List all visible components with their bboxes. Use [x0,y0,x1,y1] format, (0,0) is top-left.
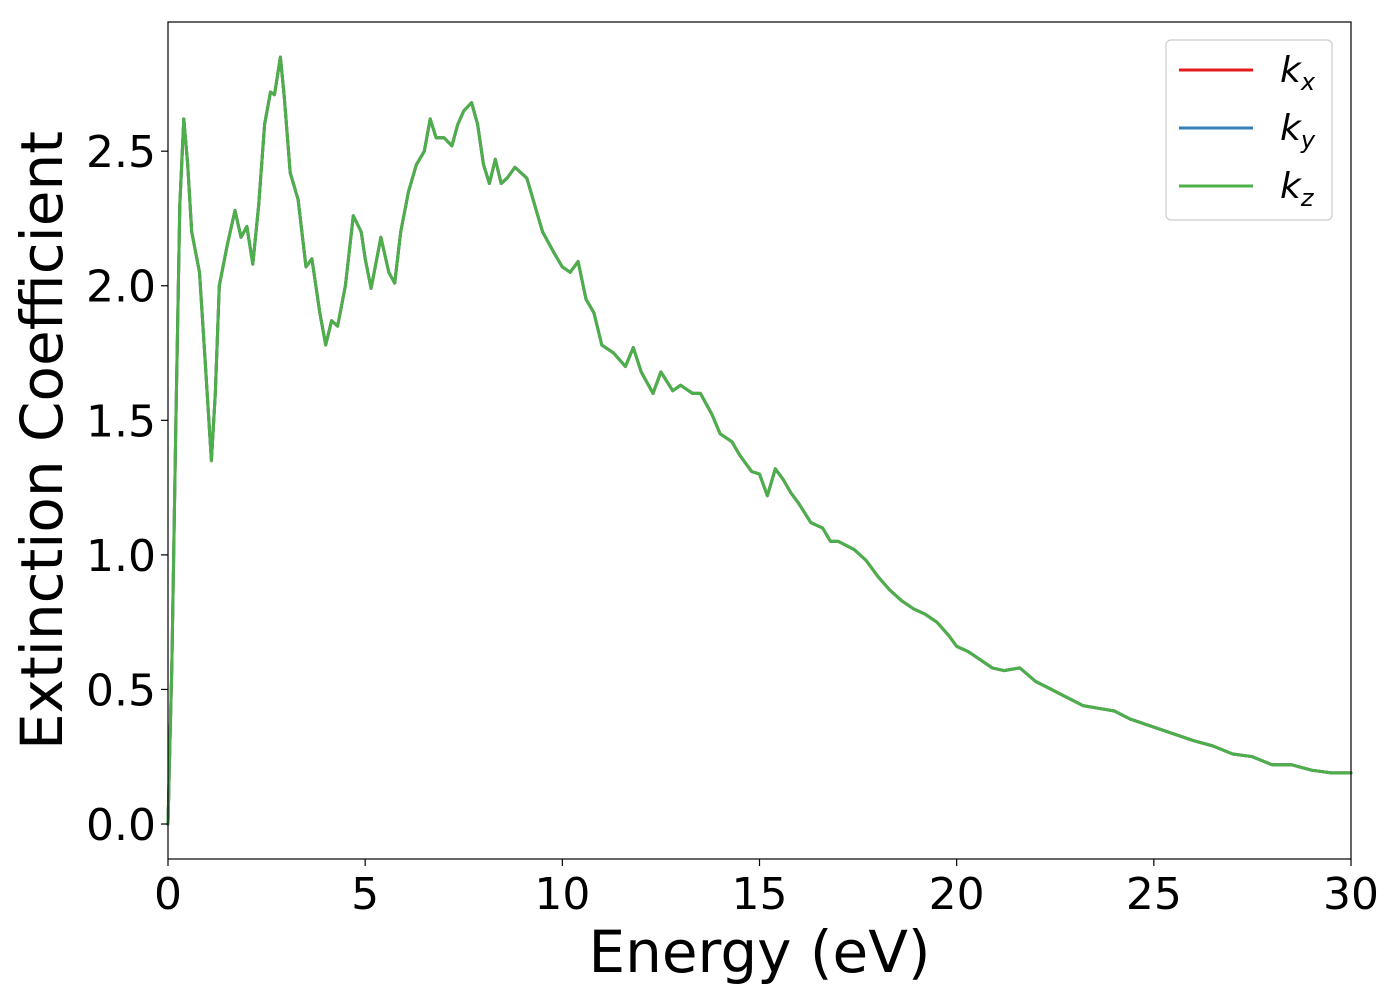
y-tick-label: 1.0 [86,531,156,582]
x-tick-label: 30 [1323,869,1379,920]
y-tick-label: 2.0 [86,262,156,313]
legend-label-ky: ky [1280,108,1316,154]
legend-label-subscript: z [1300,184,1315,212]
y-tick-label: 1.5 [86,396,156,447]
x-tick-label: 20 [929,869,985,920]
legend-label-kz: kz [1280,166,1315,212]
x-axis-title: Energy (eV) [588,918,930,986]
x-axis-ticks: 0 5 10 15 20 25 30 [154,859,1379,920]
x-tick-label: 25 [1126,869,1182,920]
y-tick-label: 2.5 [86,127,156,178]
series-line-kz [166,55,1353,826]
legend-label-subscript: x [1300,68,1316,96]
legend-label-base: k [1280,166,1303,207]
y-tick-label: 0.0 [86,800,156,851]
legend-label-subscript: y [1300,126,1316,154]
x-tick-label: 15 [732,869,788,920]
series-layer [166,55,1353,826]
legend-label-kx: kx [1280,50,1316,96]
y-axis-ticks: 0.0 0.5 1.0 1.5 2.0 2.5 [86,127,168,851]
y-axis-title: Extinction Coefficient [8,131,76,750]
x-tick-label: 5 [351,869,379,920]
legend-label-base: k [1280,50,1303,91]
y-tick-label: 0.5 [86,665,156,716]
x-tick-label: 10 [534,869,590,920]
legend-label-base: k [1280,108,1303,149]
x-tick-label: 0 [154,869,182,920]
legend-frame [1165,39,1333,221]
